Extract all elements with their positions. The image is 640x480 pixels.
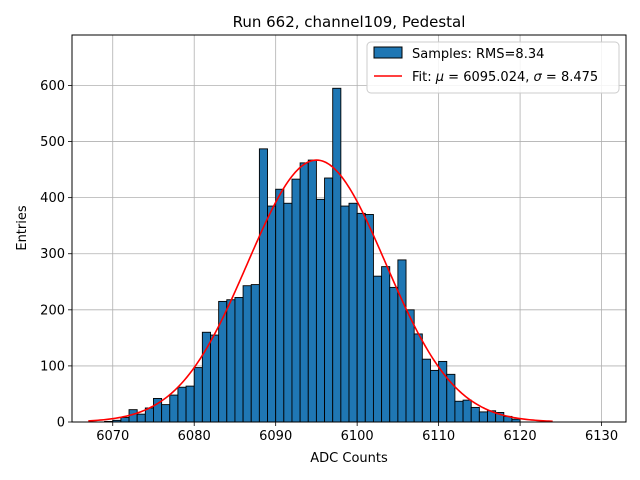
y-tick-label: 100 <box>40 359 65 374</box>
histogram-bar <box>356 212 366 423</box>
chart-title: Run 662, channel109, Pedestal <box>233 13 466 31</box>
histogram-bar <box>340 205 350 423</box>
x-tick-label: 6080 <box>178 429 211 444</box>
y-tick-label: 300 <box>40 247 65 262</box>
histogram-bar <box>478 411 488 423</box>
histogram-bar <box>307 159 317 423</box>
legend-samples-swatch <box>373 46 403 59</box>
y-axis-ticks: 0 100 200 300 400 500 600 <box>40 79 72 431</box>
legend-samples-label: Samples: RMS=8.34 <box>412 47 544 62</box>
histogram-bar <box>381 266 391 423</box>
y-axis-label: Entries <box>15 205 30 251</box>
y-tick-label: 200 <box>40 303 65 318</box>
fit-curve <box>88 159 553 423</box>
x-tick-label: 6110 <box>422 429 455 444</box>
x-tick-label: 6070 <box>96 429 129 444</box>
x-axis-label: ADC Counts <box>310 451 388 466</box>
legend-box <box>366 41 620 94</box>
histogram-bar <box>332 87 342 423</box>
histogram-bar <box>389 286 399 423</box>
histogram-bar <box>430 369 440 423</box>
y-tick-label: 600 <box>40 79 65 94</box>
x-axis-ticks: 6070 6080 6090 6100 6110 6120 6130 <box>96 422 618 444</box>
histogram-bar <box>201 331 211 423</box>
histogram-bar <box>291 178 301 423</box>
histogram-bar <box>226 299 236 423</box>
histogram-bar <box>470 406 480 423</box>
histogram-bar <box>193 367 203 423</box>
legend-fit-label: Fit: μ = 6095.024, σ = 8.475 <box>412 70 598 85</box>
histogram-bar <box>364 214 374 423</box>
histogram-bar <box>283 202 293 423</box>
histogram-bar <box>405 309 415 423</box>
histogram-bar <box>169 394 179 423</box>
histogram-bar <box>438 360 448 423</box>
histogram-bar <box>234 297 244 423</box>
histogram-bars <box>104 87 521 423</box>
y-tick-label: 500 <box>40 135 65 150</box>
histogram-bar <box>275 188 285 423</box>
histogram-bar <box>348 202 358 423</box>
plot-frame <box>71 34 627 423</box>
legend-fit-mu-symbol: μ <box>435 70 444 85</box>
histogram-bar <box>267 205 277 423</box>
histogram-bar <box>299 162 309 423</box>
histogram-bar <box>136 413 146 423</box>
histogram-bar <box>372 275 383 423</box>
x-tick-label: 6090 <box>259 429 292 444</box>
histogram-bar <box>462 399 472 423</box>
histogram-bar <box>210 334 220 423</box>
x-tick-label: 6130 <box>585 429 618 444</box>
histogram-bar <box>397 259 407 423</box>
legend-fit-sigma-value: 8.475 <box>561 70 598 85</box>
legend: Samples: RMS=8.34 Fit: μ = 6095.024, σ =… <box>366 41 620 94</box>
histogram-bar <box>161 404 171 423</box>
histogram-bar <box>421 358 431 423</box>
legend-fit-sigma-symbol: σ <box>534 70 543 85</box>
x-tick-label: 6120 <box>504 429 537 444</box>
y-tick-label: 400 <box>40 191 65 206</box>
histogram-bar <box>185 385 195 423</box>
histogram-bar <box>324 177 334 423</box>
histogram-bar <box>250 284 260 423</box>
legend-fit-mu-value: 6095.024 <box>463 70 525 85</box>
histogram-bar <box>454 400 464 423</box>
histogram-bar <box>120 417 130 423</box>
x-tick-label: 6100 <box>341 429 374 444</box>
histogram-bar <box>413 333 423 423</box>
histogram-bar <box>242 285 252 423</box>
y-tick-label: 0 <box>57 416 65 431</box>
histogram-bar <box>177 386 187 423</box>
histogram-bar <box>258 148 268 423</box>
histogram-bar <box>315 198 326 423</box>
